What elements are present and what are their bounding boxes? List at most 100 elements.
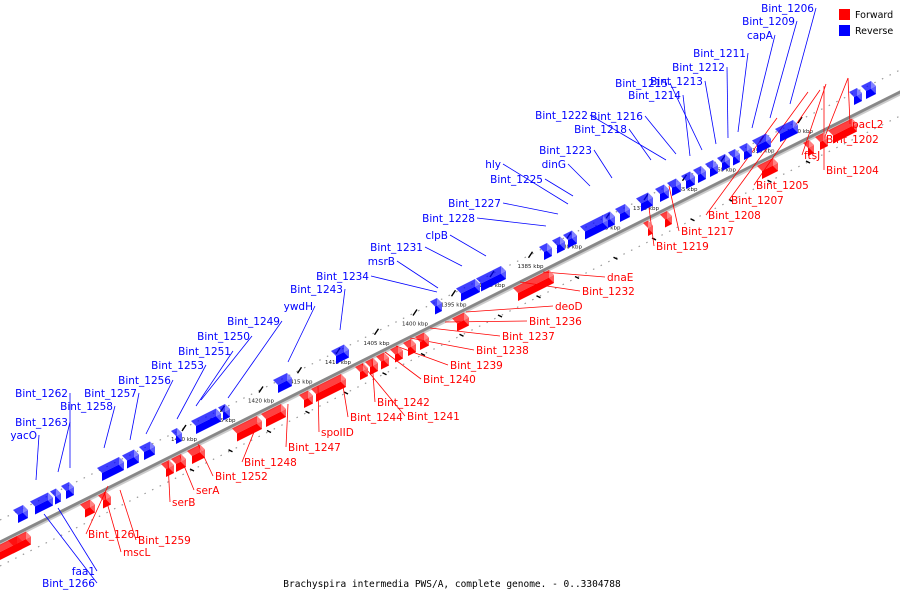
gene-face xyxy=(85,504,95,518)
gene-top xyxy=(552,236,565,246)
gene-side xyxy=(625,204,630,217)
gene-feature xyxy=(50,488,61,505)
tick-mark xyxy=(373,328,380,336)
genome-caption: Brachyspira intermedia PWS/A, complete g… xyxy=(283,579,621,590)
tick-mark xyxy=(181,424,187,432)
leader-line xyxy=(847,77,851,125)
label-leader-lines xyxy=(35,7,851,584)
gene-feature xyxy=(655,184,669,202)
gene-label: Bint_1232 xyxy=(582,286,635,298)
gene-feature xyxy=(8,531,31,554)
leader-line xyxy=(429,327,501,337)
leader-line xyxy=(449,234,487,257)
gene-feature xyxy=(122,449,139,469)
gene-feature xyxy=(161,460,174,477)
gene-side xyxy=(549,270,554,283)
gene-top xyxy=(171,454,186,464)
gene-side xyxy=(48,492,53,506)
tick-mark xyxy=(343,391,349,395)
gene-top xyxy=(8,531,31,546)
gene-label: serB xyxy=(172,497,195,509)
gene-face xyxy=(568,235,577,248)
tick-mark xyxy=(797,116,803,124)
leader-line xyxy=(285,403,289,448)
gene-label: Bint_1251 xyxy=(178,346,231,358)
gene-label: Bint_1205 xyxy=(756,180,809,192)
gene-top xyxy=(261,404,286,419)
tick-mark xyxy=(767,179,772,183)
gene-side xyxy=(169,460,174,473)
gene-face xyxy=(866,86,876,99)
gene-label: Bint_1214 xyxy=(628,90,681,102)
gene-top xyxy=(30,492,53,507)
gene-top xyxy=(705,160,718,169)
gene-top xyxy=(513,270,554,293)
legend-reverse-label: Reverse xyxy=(855,26,893,37)
legend-forward-label: Forward xyxy=(855,10,893,21)
gene-side xyxy=(747,143,752,156)
gene-top xyxy=(728,149,740,158)
gene-top xyxy=(563,230,577,240)
gene-label: Bint_1209 xyxy=(742,16,795,28)
gene-side xyxy=(809,140,814,153)
gene-label: Bint_1262 xyxy=(15,388,68,400)
gene-face xyxy=(13,536,31,554)
tick-mark xyxy=(613,256,618,260)
gene-label: Bint_1261 xyxy=(88,529,141,541)
leader-line xyxy=(644,115,677,155)
tick-label: 1390 kbp xyxy=(479,283,505,289)
gene-face xyxy=(762,163,778,179)
gene-side xyxy=(308,390,313,404)
leader-line xyxy=(395,345,449,366)
gene-side xyxy=(773,158,778,171)
gene-feature xyxy=(580,215,608,240)
gene-top xyxy=(98,491,111,501)
gene-face xyxy=(420,337,429,350)
gene-feature xyxy=(563,230,577,248)
gene-feature xyxy=(705,160,718,177)
gene-label: Bint_1215 xyxy=(615,78,668,90)
gene-feature xyxy=(717,154,730,171)
gene-feature xyxy=(171,454,186,472)
gene-feature xyxy=(171,428,182,444)
gene-face xyxy=(481,271,506,292)
gene-side xyxy=(690,171,695,185)
gene-label: Bint_1242 xyxy=(377,397,430,409)
gene-face xyxy=(102,462,124,481)
gene-top xyxy=(331,344,349,356)
gene-side xyxy=(667,211,672,224)
gene-top xyxy=(775,120,798,134)
gene-face xyxy=(435,303,442,315)
gene-side xyxy=(90,499,95,513)
leader-line xyxy=(227,320,283,399)
gene-feature xyxy=(815,133,828,150)
leader-line xyxy=(769,20,798,119)
gene-label: Bint_1202 xyxy=(826,134,879,146)
gene-feature xyxy=(539,243,552,260)
gene-top xyxy=(452,312,469,324)
tick-mark xyxy=(527,251,534,259)
gene-top xyxy=(61,482,74,491)
gene-top xyxy=(50,488,61,497)
tick-label: 1410 kbp xyxy=(325,360,351,366)
gene-feature xyxy=(273,373,292,393)
gene-feature xyxy=(218,404,230,421)
gene-feature xyxy=(456,279,480,302)
leader-line xyxy=(668,185,680,232)
gene-top xyxy=(365,358,378,367)
leader-line xyxy=(119,489,137,541)
gene-side xyxy=(852,118,857,132)
gene-feature xyxy=(693,166,706,183)
leader-line xyxy=(682,94,691,157)
gene-label: Bint_1217 xyxy=(681,226,734,238)
gene-top xyxy=(655,184,669,194)
gene-label: Bint_1248 xyxy=(244,457,297,469)
gene-label: ftsJ xyxy=(804,150,820,162)
gene-label: pacL2 xyxy=(852,119,883,131)
tick-mark xyxy=(450,289,457,297)
gene-label: spoIID xyxy=(321,427,354,439)
gene-side xyxy=(735,149,740,162)
gene-label: clpB xyxy=(425,230,448,242)
gene-label: mscL xyxy=(123,547,150,559)
